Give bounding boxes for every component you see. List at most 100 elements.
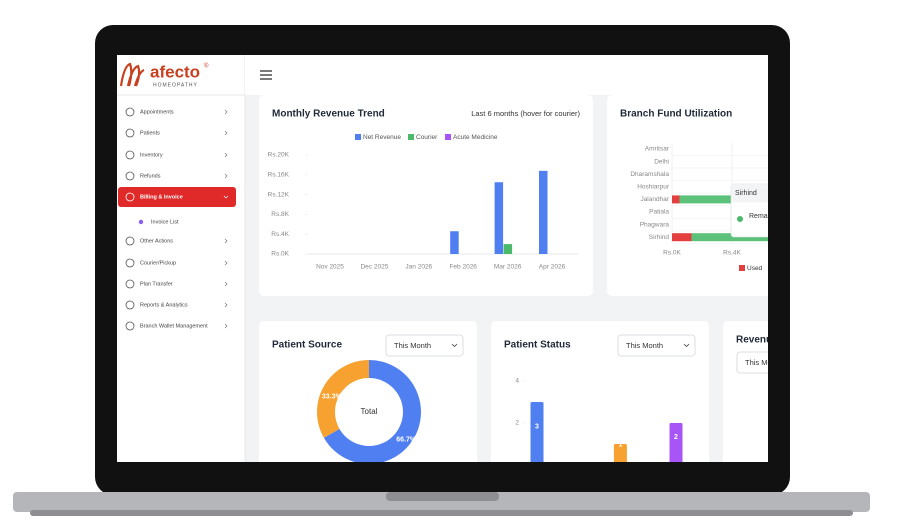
chevron <box>223 195 229 199</box>
notch <box>386 492 499 501</box>
menu-icon <box>125 236 135 246</box>
menu-label: Reports & Analytics <box>140 302 188 308</box>
menu-label: Plan Transfer <box>140 281 173 287</box>
menu-label: Patients <box>140 130 160 136</box>
chevron <box>224 323 228 329</box>
y-tick-label: Jalandhar <box>640 196 669 203</box>
dropdown-label: This Month <box>626 341 663 350</box>
menu-item[interactable]: Refunds <box>125 171 228 181</box>
screen: afecto ® HOMEOPATHY Appointments Patients… <box>117 55 807 465</box>
sub-dot <box>138 219 144 225</box>
menu-icon <box>125 192 135 202</box>
donut-slice[interactable] <box>316 360 369 438</box>
legend-swatch <box>355 134 361 140</box>
tooltip-dot <box>737 216 743 222</box>
menu-icon <box>125 128 135 138</box>
y-tick-label: Rs.4K <box>271 231 289 238</box>
chevron <box>224 173 228 179</box>
x-tick-label: Mar 2026 <box>494 264 522 271</box>
bar[interactable] <box>672 195 680 204</box>
legend-swatch <box>408 134 414 140</box>
menu-item[interactable]: Other Actions <box>125 236 228 246</box>
chevron <box>224 281 228 287</box>
y-tick-label: Rs.0K <box>271 251 289 258</box>
legend-label: Net Revenue <box>363 134 401 141</box>
menu-icon <box>125 258 135 268</box>
legend-label: Used <box>747 265 763 272</box>
tooltip-header <box>731 184 768 203</box>
chevron <box>224 152 228 158</box>
menu-label: Appointments <box>140 109 174 115</box>
chevron <box>224 238 228 244</box>
tooltip-title: Sirhind <box>735 190 757 197</box>
donut-slice[interactable] <box>323 360 421 464</box>
x-tick-label: Apr 2026 <box>539 264 566 271</box>
y-tick-label: Dharamshala <box>630 171 669 178</box>
logo-name: afecto <box>150 62 200 81</box>
dropdown[interactable]: This Month <box>617 334 696 357</box>
menu-label: Inventory <box>140 152 163 158</box>
dropdown-caret <box>451 343 458 348</box>
hamburger[interactable] <box>260 70 272 80</box>
y-tick-label: Hoshiarpur <box>637 184 670 191</box>
bar[interactable] <box>503 244 513 254</box>
y-tick-label: Amritsar <box>645 146 670 153</box>
y-tick-label: Sirhind <box>649 234 670 241</box>
bar-value-label: 1 <box>618 441 622 448</box>
menu-icon <box>125 150 135 160</box>
menu-item[interactable]: Reports & Analytics <box>125 300 228 310</box>
menu-label: Other Actions <box>140 238 173 244</box>
bar[interactable] <box>539 170 548 254</box>
menu-label: Billing & Invoice <box>140 194 183 200</box>
menu-label: Refunds <box>140 173 161 179</box>
submenu-item[interactable]: Invoice List <box>138 219 179 225</box>
y-tick-labels: Rs.0K Rs.4K Rs.8K Rs.12K Rs.16K Rs.20K <box>268 152 290 258</box>
menu-item[interactable]: Billing & Invoice <box>118 187 236 207</box>
logo: afecto ® HOMEOPATHY <box>119 62 209 88</box>
dropdown-box <box>385 334 464 357</box>
dropdown-label: This Month <box>394 341 431 350</box>
menu-item[interactable]: Appointments <box>125 107 228 117</box>
logo-mark: ® <box>204 63 209 70</box>
bar[interactable] <box>669 423 683 465</box>
menu-item[interactable]: Branch Wallet Management <box>125 321 228 331</box>
menu-label: Courier/Pickup <box>140 260 176 266</box>
menu-item[interactable]: Patients <box>125 128 228 138</box>
logo-icon <box>119 62 145 87</box>
menu-item[interactable]: Courier/Pickup <box>125 258 228 268</box>
chevron <box>224 109 228 115</box>
menu-label: Branch Wallet Management <box>140 323 208 329</box>
chevron <box>224 302 228 308</box>
x-tick-label: Rs.0K <box>663 250 681 257</box>
y-tick-label: 2 <box>515 420 519 427</box>
menu-icon <box>125 279 135 289</box>
menu-icon <box>125 300 135 310</box>
menu-item[interactable]: Plan Transfer <box>125 279 228 289</box>
dropdown[interactable]: This Month <box>736 351 807 374</box>
active-bg <box>118 187 236 207</box>
bar[interactable] <box>679 195 785 204</box>
dropdown-caret <box>683 343 690 348</box>
slice-label: 33.3% <box>322 393 343 400</box>
tooltip-label: Remaining <box>749 213 783 220</box>
x-tick-label: Rs.4K <box>723 250 741 257</box>
dropdown-box <box>617 334 696 357</box>
bar-value-label: 3 <box>535 423 539 430</box>
menu-item[interactable]: Inventory <box>125 150 228 160</box>
bar[interactable] <box>691 233 790 242</box>
bar[interactable] <box>494 182 504 254</box>
bar[interactable] <box>530 402 544 465</box>
tooltip: Sirhind Remaining <box>730 183 783 238</box>
legend-label: Acute Medicine <box>453 134 498 141</box>
dropdown[interactable]: This Month <box>385 334 464 357</box>
card-title: Patient Status <box>504 340 571 351</box>
bar[interactable] <box>450 231 459 254</box>
sidebar <box>117 55 245 462</box>
bar[interactable] <box>672 233 692 242</box>
bar[interactable] <box>613 444 627 465</box>
y-tick-label: Rs.16K <box>268 172 290 179</box>
logo-tagline: HOMEOPATHY <box>153 82 198 88</box>
y-tick-label: 4 <box>515 378 519 385</box>
y-tick-label: Phagwara <box>640 221 670 228</box>
